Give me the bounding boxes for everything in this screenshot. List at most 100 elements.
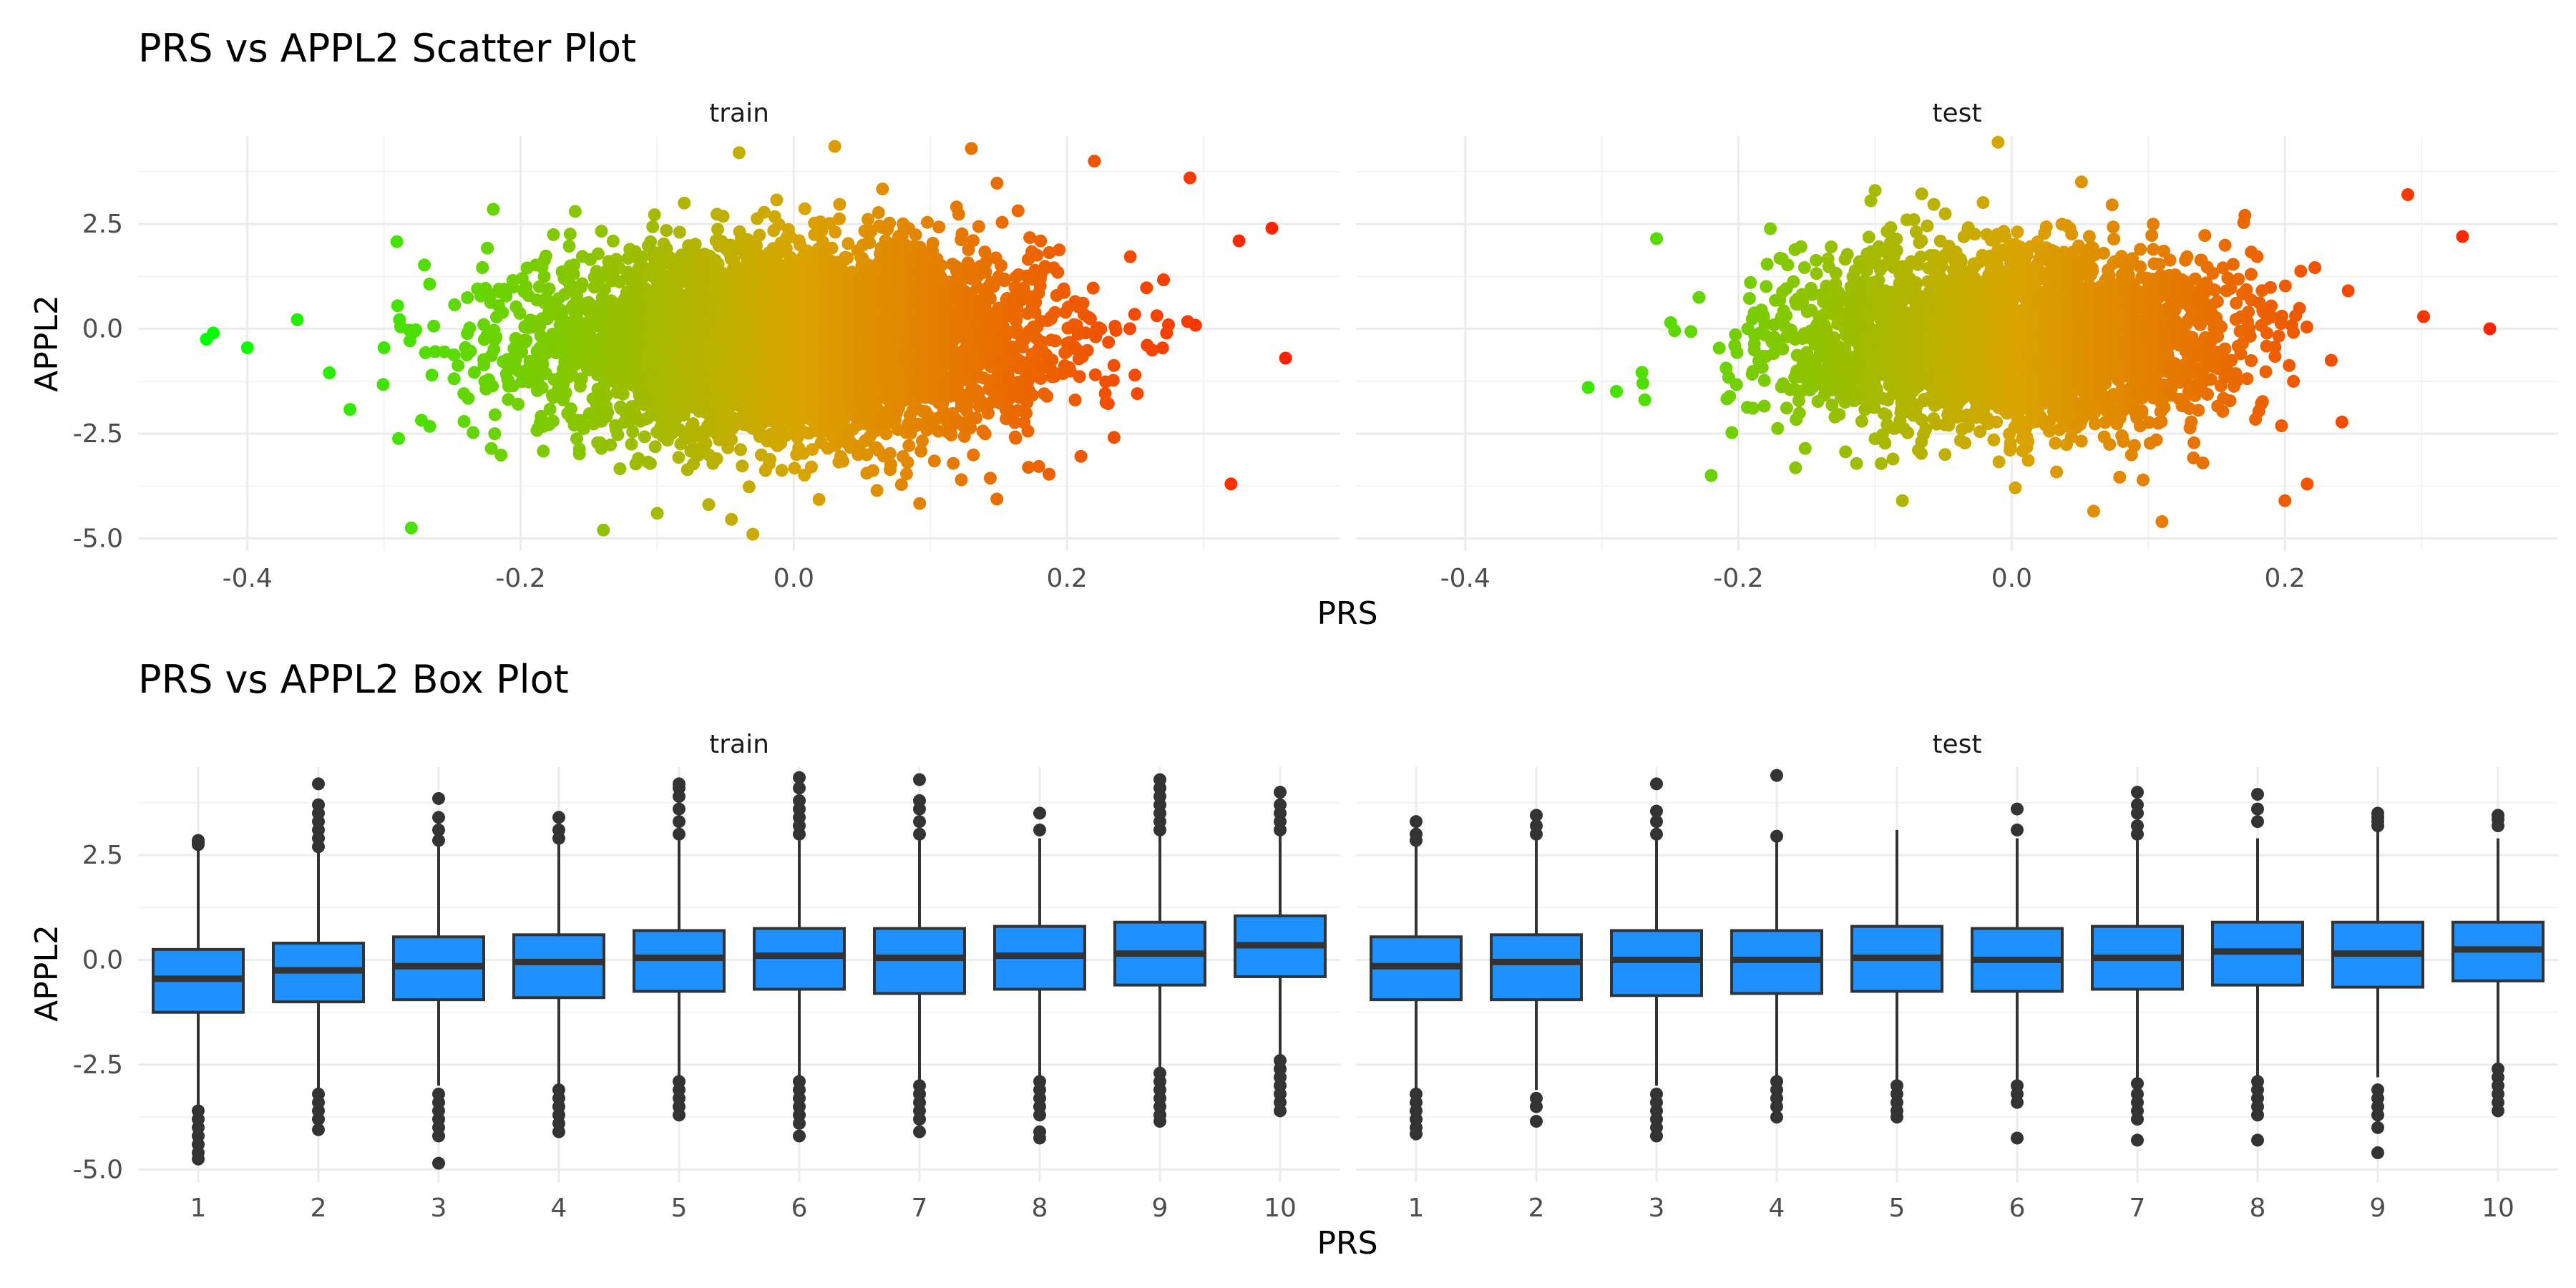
scatter-point xyxy=(970,411,982,425)
scatter-point xyxy=(978,427,992,441)
scatter-point xyxy=(601,406,615,419)
scatter-point xyxy=(564,402,577,416)
scatter-point xyxy=(828,140,841,153)
scatter-point xyxy=(488,427,502,441)
scatter-point xyxy=(484,441,498,455)
scatter-point xyxy=(884,457,897,471)
x-tick-label: -0.2 xyxy=(495,564,545,593)
scatter-point xyxy=(742,480,756,494)
scatter-point xyxy=(638,430,651,444)
scatter-point xyxy=(543,402,557,416)
scatter-point xyxy=(502,393,515,406)
scatter-point xyxy=(591,247,605,260)
scatter-point xyxy=(660,224,673,238)
scatter-point xyxy=(207,326,220,340)
scatter-point xyxy=(836,454,850,468)
scatter-point xyxy=(467,366,481,379)
scatter-point xyxy=(613,462,627,476)
scatter-point xyxy=(515,345,529,358)
scatter-point xyxy=(494,449,508,462)
scatter-point xyxy=(546,414,560,428)
scatter-point xyxy=(716,210,730,223)
scatter-point xyxy=(291,313,304,326)
scatter-point xyxy=(481,241,494,255)
scatter-point xyxy=(995,259,1008,273)
scatter-point xyxy=(487,203,500,216)
scatter-point xyxy=(467,426,480,439)
scatter-point xyxy=(447,372,461,386)
scatter-point xyxy=(597,283,611,296)
scatter-point xyxy=(392,431,405,445)
scatter-point xyxy=(499,289,513,303)
scatter-point xyxy=(575,372,588,386)
scatter-point xyxy=(947,457,960,470)
scatter-point xyxy=(955,227,969,240)
scatter-point xyxy=(829,225,842,239)
scatter-point xyxy=(913,497,927,510)
scatter-point xyxy=(240,341,254,354)
scatter-point xyxy=(463,321,477,335)
scatter-point xyxy=(604,438,618,452)
scatter-point xyxy=(535,381,549,394)
scatter-point xyxy=(863,236,877,250)
scatter-point xyxy=(419,346,432,359)
scatter-point xyxy=(648,440,662,454)
scatter-point xyxy=(646,220,660,233)
scatter-point xyxy=(935,259,948,272)
scatter-point xyxy=(559,386,572,399)
scatter-point xyxy=(763,453,776,466)
scatter-point xyxy=(496,306,509,319)
x-tick-label: 0.2 xyxy=(1047,564,1088,593)
y-tick-label: 2.5 xyxy=(82,210,123,239)
scatter-points xyxy=(200,140,1292,541)
scatter-point xyxy=(926,237,940,250)
scatter-point xyxy=(711,223,724,236)
scatter-point xyxy=(644,457,657,470)
scatter-point xyxy=(921,215,934,229)
scatter-point xyxy=(798,202,811,215)
scatter-point xyxy=(513,306,527,320)
scatter-point xyxy=(570,432,583,446)
y-tick-label: -2.5 xyxy=(73,419,123,449)
scatter-point xyxy=(575,277,589,291)
scatter-point xyxy=(448,298,462,311)
scatter-point xyxy=(537,444,550,458)
scatter-point xyxy=(595,225,608,238)
scatter-point xyxy=(725,433,738,447)
scatter-facet-train: train-0.4 -0.2 0.0 0.2-5.0-2.50.02.5 xyxy=(73,99,1340,593)
scatter-point xyxy=(990,177,1004,190)
scatter-point xyxy=(547,228,560,241)
scatter-point xyxy=(967,234,980,248)
scatter-point xyxy=(876,182,889,196)
scatter-point xyxy=(673,225,686,239)
scatter-point xyxy=(812,493,826,506)
scatter-point xyxy=(537,270,551,283)
scatter-point xyxy=(464,344,477,358)
scatter-point xyxy=(983,472,997,485)
scatter-point xyxy=(477,358,491,371)
scatter-point xyxy=(418,258,431,272)
scatter-point xyxy=(650,507,664,520)
scatter-point xyxy=(452,358,465,372)
scatter-point xyxy=(577,422,590,435)
scatter-point xyxy=(825,241,839,255)
facet-strip-label: train xyxy=(709,99,769,128)
scatter-point xyxy=(606,234,620,248)
scatter-point xyxy=(902,439,916,452)
scatter-point xyxy=(487,343,501,356)
y-tick-label: -5.0 xyxy=(73,524,123,553)
scatter-point xyxy=(965,142,978,155)
scatter-point xyxy=(702,498,716,512)
scatter-point xyxy=(535,409,548,423)
scatter-point xyxy=(648,208,661,222)
scatter-point xyxy=(972,220,985,233)
scatter-point xyxy=(909,228,922,242)
scatter-point xyxy=(833,197,847,211)
scatter-point xyxy=(567,258,580,272)
scatter-point xyxy=(425,369,439,382)
scatter-point xyxy=(699,436,713,450)
scatter-point xyxy=(677,409,691,422)
scatter-point xyxy=(489,331,503,343)
scatter-point xyxy=(872,206,885,220)
scatter-point xyxy=(710,452,723,465)
